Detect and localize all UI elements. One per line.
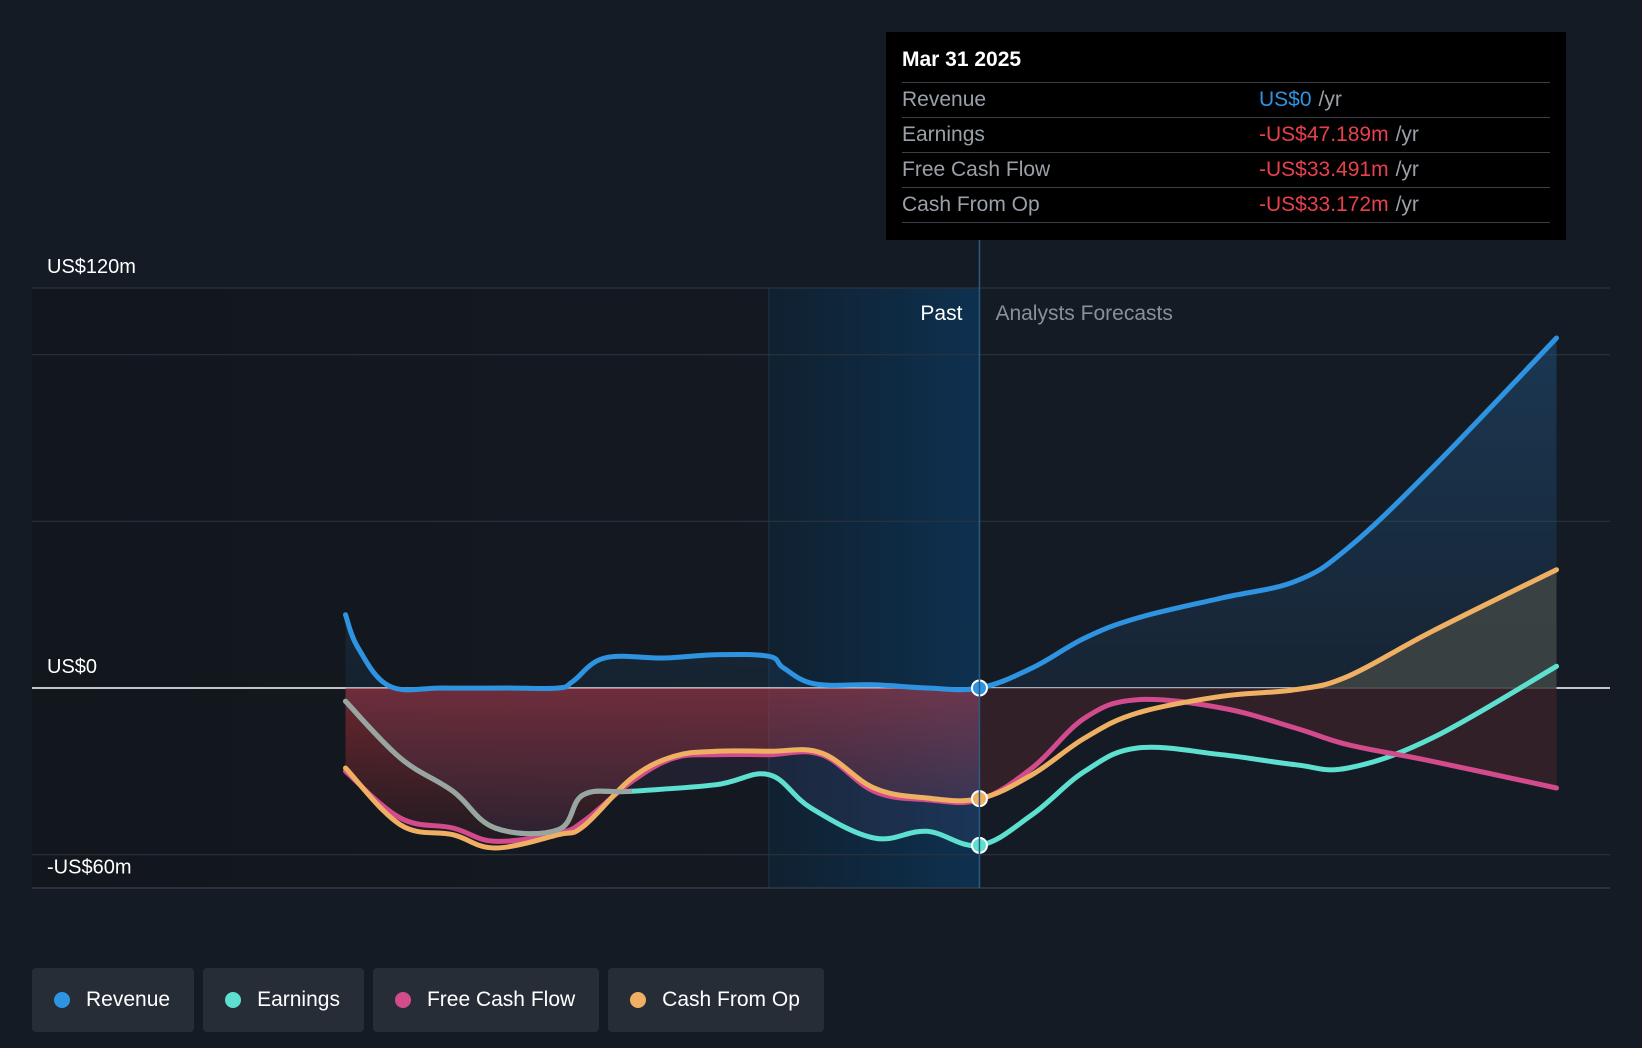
legend-dot-icon	[630, 992, 647, 1008]
tooltip-label: Revenue	[902, 88, 987, 111]
tooltip-row-revenue: Revenue US$0 /yr	[902, 82, 1550, 117]
legend-dot-icon	[54, 992, 70, 1008]
tooltip-row-earnings: Earnings -US$47.189m /yr	[902, 117, 1550, 152]
chart: US$120mUS$0-US$60m20232024202520262027Pa…	[32, 240, 1610, 889]
area-revenue	[345, 338, 1557, 690]
tooltip-unit: /yr	[1395, 158, 1419, 181]
series-line-free-cash-flow	[343, 696, 1559, 844]
legend-item-cash-from-op[interactable]: Cash From Op	[608, 968, 824, 1032]
tooltip-value: -US$47.189m	[1259, 123, 1389, 146]
y-tick-label: US$120m	[47, 256, 136, 278]
tooltip-value: US$0	[1259, 88, 1312, 111]
tooltip-date: Mar 31 2025	[902, 48, 1022, 71]
tooltip-value: -US$33.491m	[1259, 158, 1389, 181]
series-line-revenue	[343, 335, 1559, 693]
y-tick-label: -US$60m	[47, 857, 131, 879]
series-line-earnings-muted	[343, 698, 632, 837]
tooltip-label: Free Cash Flow	[902, 158, 1051, 181]
area-negative-forecast	[979, 688, 1557, 800]
area-earnings	[345, 688, 980, 846]
tooltip-label: Cash From Op	[902, 193, 1040, 216]
legend: Revenue Earnings Free Cash Flow Cash Fro…	[32, 968, 824, 1032]
tooltip-value: -US$33.172m	[1259, 193, 1389, 216]
legend-label: Earnings	[257, 988, 340, 1011]
tooltip-row-free-cash-flow: Free Cash Flow -US$33.491m /yr	[902, 152, 1550, 187]
series-line-cash-from-op	[343, 567, 1559, 851]
forecast-label: Analysts Forecasts	[995, 302, 1172, 325]
legend-dot-icon	[394, 992, 411, 1008]
tooltip-row-cash-from-op: Cash From Op -US$33.172m /yr	[902, 187, 1550, 223]
past-label: Past	[920, 302, 962, 325]
tooltip-unit: /yr	[1395, 123, 1419, 146]
tooltip-unit: /yr	[1395, 193, 1419, 216]
legend-label: Free Cash Flow	[426, 988, 576, 1011]
legend-item-revenue[interactable]: Revenue	[32, 968, 195, 1032]
legend-item-free-cash-flow[interactable]: Free Cash Flow	[372, 968, 600, 1032]
tooltip-label: Earnings	[902, 123, 985, 146]
legend-item-earnings[interactable]: Earnings	[203, 968, 364, 1032]
tooltip-unit: /yr	[1318, 88, 1342, 111]
tooltip: Mar 31 2025 Revenue US$0 /yr Earnings -U…	[886, 32, 1566, 240]
legend-label: Cash From Op	[662, 988, 800, 1011]
legend-dot-icon	[225, 992, 242, 1008]
area-negative-past	[345, 688, 980, 848]
legend-label: Revenue	[86, 988, 171, 1011]
y-tick-label: US$0	[47, 656, 97, 678]
area-cash-from-op	[979, 569, 1557, 688]
